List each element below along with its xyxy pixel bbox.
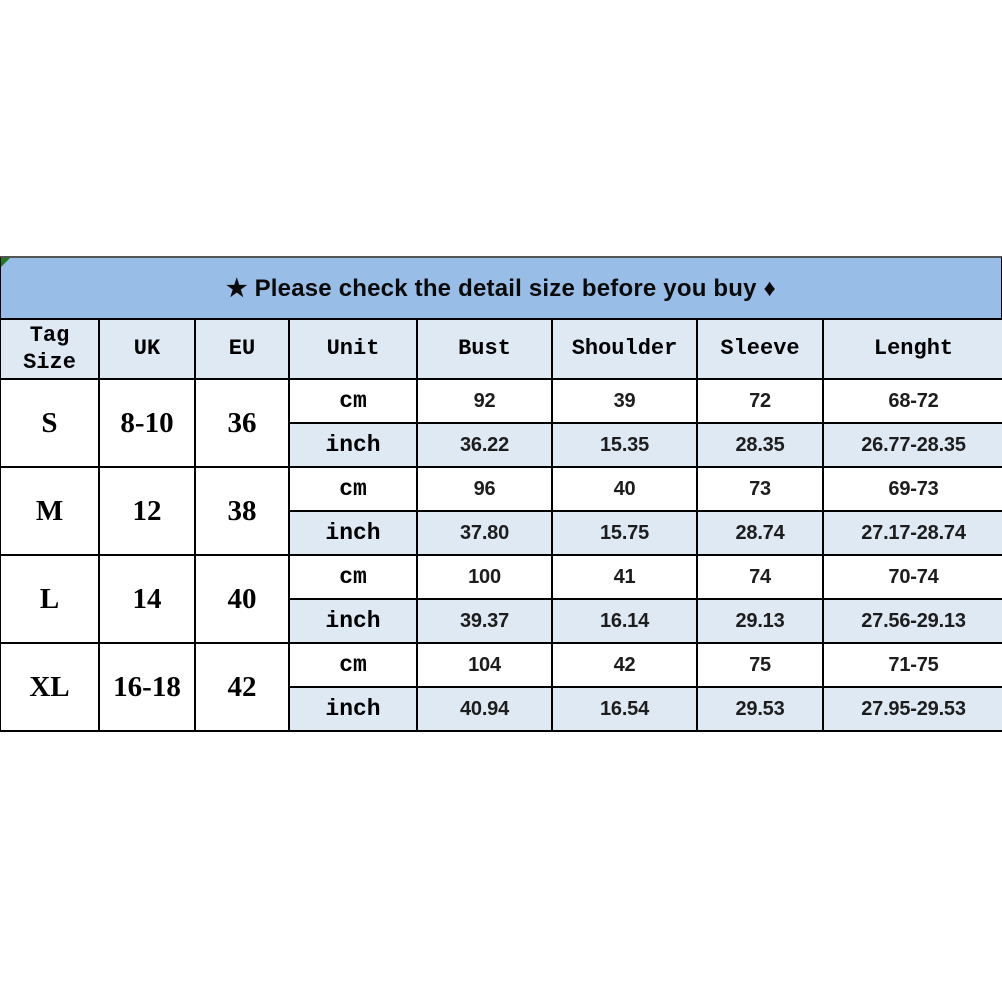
bust-value: 100 [416,554,553,600]
bust-value: 39.37 [416,598,553,644]
size-chart-table: Tag Size UK EU Unit Bust Shoulder Sleeve… [0,318,1002,732]
bust-value: 40.94 [416,686,553,732]
column-header-eu: EU [194,318,290,380]
shoulder-value: 40 [551,466,698,512]
column-header-unit: Unit [288,318,418,380]
table-row-s-inch: inch 36.22 15.35 28.35 26.77-28.35 [0,422,1002,468]
lenght-value: 26.77-28.35 [822,422,1002,468]
table-row-m-inch: inch 37.80 15.75 28.74 27.17-28.74 [0,510,1002,556]
eu-size-value: 42 [194,642,290,732]
sleeve-value: 28.35 [696,422,824,468]
sleeve-value: 73 [696,466,824,512]
sleeve-value: 74 [696,554,824,600]
unit-label: cm [288,378,418,424]
eu-size-value: 36 [194,378,290,468]
unit-label: cm [288,642,418,688]
bust-value: 92 [416,378,553,424]
uk-size-value: 16-18 [98,642,196,732]
column-header-lenght: Lenght [822,318,1002,380]
shoulder-value: 15.35 [551,422,698,468]
unit-label: inch [288,510,418,556]
title-banner: ★ Please check the detail size before yo… [0,256,1002,320]
sleeve-value: 28.74 [696,510,824,556]
excel-green-corner-icon [1,258,10,267]
bust-value: 36.22 [416,422,553,468]
bust-value: 37.80 [416,510,553,556]
bust-value: 96 [416,466,553,512]
lenght-value: 68-72 [822,378,1002,424]
eu-size-value: 38 [194,466,290,556]
shoulder-value: 16.54 [551,686,698,732]
sleeve-value: 72 [696,378,824,424]
lenght-value: 69-73 [822,466,1002,512]
column-header-tag-size: Tag Size [0,318,100,380]
column-header-sleeve: Sleeve [696,318,824,380]
sleeve-value: 75 [696,642,824,688]
shoulder-value: 15.75 [551,510,698,556]
uk-size-value: 12 [98,466,196,556]
lenght-value: 71-75 [822,642,1002,688]
table-row-m-cm: M 12 38 cm 96 40 73 69-73 [0,466,1002,556]
column-header-uk: UK [98,318,196,380]
lenght-value: 27.95-29.53 [822,686,1002,732]
bust-value: 104 [416,642,553,688]
column-header-shoulder: Shoulder [551,318,698,380]
column-header-bust: Bust [416,318,553,380]
table-row-xl-inch: inch 40.94 16.54 29.53 27.95-29.53 [0,686,1002,732]
uk-size-value: 8-10 [98,378,196,468]
tag-size-value: M [0,466,100,556]
unit-label: cm [288,466,418,512]
tag-size-value: S [0,378,100,468]
sleeve-value: 29.13 [696,598,824,644]
unit-label: cm [288,554,418,600]
tag-size-value: XL [0,642,100,732]
shoulder-value: 42 [551,642,698,688]
table-row-l-inch: inch 39.37 16.14 29.13 27.56-29.13 [0,598,1002,644]
unit-label: inch [288,598,418,644]
lenght-value: 70-74 [822,554,1002,600]
shoulder-value: 16.14 [551,598,698,644]
sleeve-value: 29.53 [696,686,824,732]
unit-label: inch [288,422,418,468]
lenght-value: 27.17-28.74 [822,510,1002,556]
uk-size-value: 14 [98,554,196,644]
lenght-value: 27.56-29.13 [822,598,1002,644]
unit-label: inch [288,686,418,732]
banner-text: ★ Please check the detail size before yo… [225,274,777,302]
shoulder-value: 41 [551,554,698,600]
header-row: Tag Size UK EU Unit Bust Shoulder Sleeve… [0,318,1002,380]
table-row-l-cm: L 14 40 cm 100 41 74 70-74 [0,554,1002,644]
table-row-xl-cm: XL 16-18 42 cm 104 42 75 71-75 [0,642,1002,732]
eu-size-value: 40 [194,554,290,644]
table-row-s-cm: S 8-10 36 cm 92 39 72 68-72 [0,378,1002,468]
shoulder-value: 39 [551,378,698,424]
tag-size-value: L [0,554,100,644]
